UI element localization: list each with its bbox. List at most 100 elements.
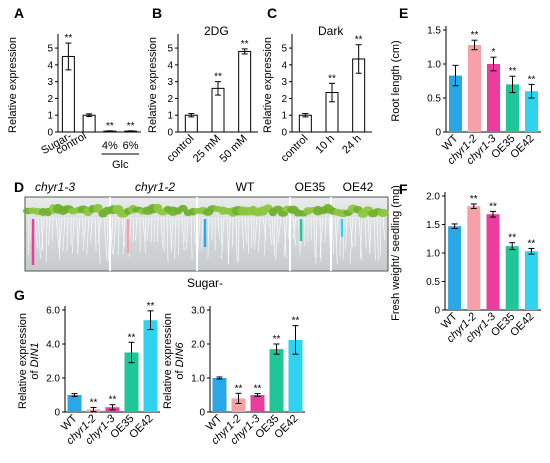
seedling-root [349, 216, 354, 264]
y-tick-label-G1: 6.0 [46, 306, 60, 317]
seedling-root [358, 216, 363, 261]
significance-G1-3: ** [128, 332, 136, 343]
seedling-root [319, 216, 324, 258]
bar-E-4 [525, 91, 538, 132]
genotype-label-4: OE42 [343, 180, 374, 194]
y-tick-label-E: 0 [435, 128, 441, 139]
bar-G1-0 [67, 395, 82, 412]
seedling-root [197, 216, 201, 259]
significance-G2-4: ** [292, 316, 300, 327]
seedling-root [324, 216, 327, 243]
y-tick-label-G2: 0 [199, 408, 205, 419]
seedling-root [27, 216, 30, 255]
seedling-root [97, 216, 102, 244]
seedling-root [244, 216, 248, 244]
seedling-root [271, 216, 274, 246]
y-axis-label-F: Fresh weight/ seedling (mg) [390, 185, 402, 321]
seedling-root [62, 216, 66, 252]
y-tick-label-A: 5 [47, 44, 53, 55]
y-tick-label-C: 1 [281, 111, 287, 122]
seedling-root [71, 216, 75, 254]
significance-B-1: ** [214, 72, 222, 83]
y-tick-label-F: 2.0 [426, 192, 440, 203]
y-tick-label-E: 1.5 [427, 26, 441, 37]
seedling-root [160, 216, 164, 248]
y-axis-label-E: Root length (cm) [390, 40, 402, 121]
y-tick-label-G1: 2.0 [46, 374, 60, 385]
significance-E-1: ** [471, 30, 479, 41]
panel-label-A: A [14, 5, 24, 21]
seedling-root [231, 216, 234, 247]
x-tick-label-A: 6% [123, 140, 139, 152]
seedling-root [109, 216, 113, 254]
seedling-root [335, 216, 339, 245]
seedling-root [376, 216, 379, 261]
seedling-root [382, 216, 386, 241]
seedling-root [122, 216, 126, 255]
seedling-leaf [272, 205, 284, 213]
seedling-root [193, 216, 196, 245]
significance-G1-2: ** [109, 395, 117, 406]
seedling-root [328, 216, 331, 253]
seedling-root [273, 216, 276, 256]
seedling-root [217, 216, 221, 240]
photo-caption: Sugar- [187, 276, 223, 290]
seedling-root [58, 216, 63, 254]
seedling-root [166, 216, 169, 263]
seedling-root [171, 216, 174, 252]
seedling-root [315, 216, 318, 264]
seedling-root [181, 216, 185, 251]
genotype-label-3: OE35 [295, 180, 326, 194]
seedling-root [55, 216, 60, 249]
y-tick-label-A: 4 [47, 60, 53, 71]
significance-A-2: ** [106, 121, 114, 132]
significance-A-3: ** [127, 121, 135, 132]
y-tick-label-F: 1.0 [426, 249, 440, 260]
significance-E-4: ** [528, 74, 536, 85]
seedling-root [94, 216, 97, 251]
seedling-root [287, 216, 291, 240]
inset-label-C: Dark [318, 24, 344, 38]
seedling-root [247, 216, 249, 254]
y-tick-label-G2: 2.0 [191, 340, 205, 351]
bar-E-3 [506, 84, 519, 132]
panel-label-F: F [399, 181, 408, 197]
y-tick-label-G1: 4.0 [46, 340, 60, 351]
seedling-root [144, 216, 147, 242]
y-axis-label-gene-G2: DIN6 [174, 341, 186, 367]
seedling-root [37, 216, 41, 259]
significance-G2-1: ** [235, 383, 243, 394]
significance-E-2: * [492, 47, 496, 58]
panel-label-C: C [267, 5, 277, 21]
seedling-root [34, 216, 38, 249]
y-tick-label-E: 0.5 [427, 94, 441, 105]
bar-G2-0 [212, 378, 227, 412]
seedling-root [373, 216, 376, 261]
x-tick-label-A: 4% [102, 140, 118, 152]
seedling-root [227, 216, 231, 264]
group-label-A: Glc [112, 159, 129, 171]
seedling-root [29, 216, 33, 242]
seedling-root [111, 216, 114, 240]
bar-F-3 [505, 246, 519, 310]
x-tick-label-C: 24 h [340, 133, 364, 157]
seedling-root [132, 216, 135, 243]
seedling-root [277, 216, 282, 243]
seedling-root [174, 216, 177, 260]
significance-F-1: ** [470, 194, 478, 205]
y-axis-label-line2-G2: of DIN6 [174, 341, 186, 379]
seedling-root [135, 216, 138, 241]
significance-G2-3: ** [273, 334, 281, 345]
seedling-canopy [22, 203, 389, 219]
seedling-root [153, 216, 156, 242]
y-tick-label-C: 5 [281, 44, 287, 55]
seedling-root [97, 216, 101, 265]
y-tick-label-A: 1 [47, 111, 53, 122]
seedling-root [254, 216, 258, 249]
bar-G1-3 [124, 352, 139, 412]
y-axis-label-prefix-G2: of [174, 367, 186, 379]
significance-G1-4: ** [147, 301, 155, 312]
